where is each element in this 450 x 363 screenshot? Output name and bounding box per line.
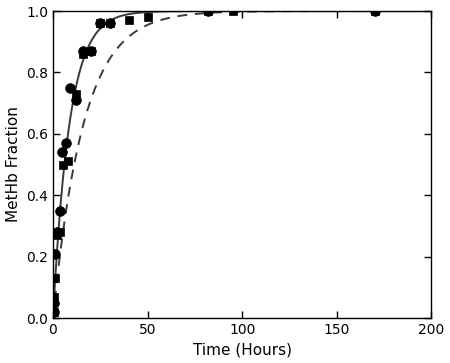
X-axis label: Time (Hours): Time (Hours) (193, 342, 292, 358)
Y-axis label: MetHb Fraction: MetHb Fraction (5, 107, 21, 223)
